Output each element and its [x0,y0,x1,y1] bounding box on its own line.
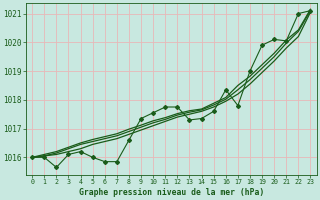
X-axis label: Graphe pression niveau de la mer (hPa): Graphe pression niveau de la mer (hPa) [79,188,264,197]
